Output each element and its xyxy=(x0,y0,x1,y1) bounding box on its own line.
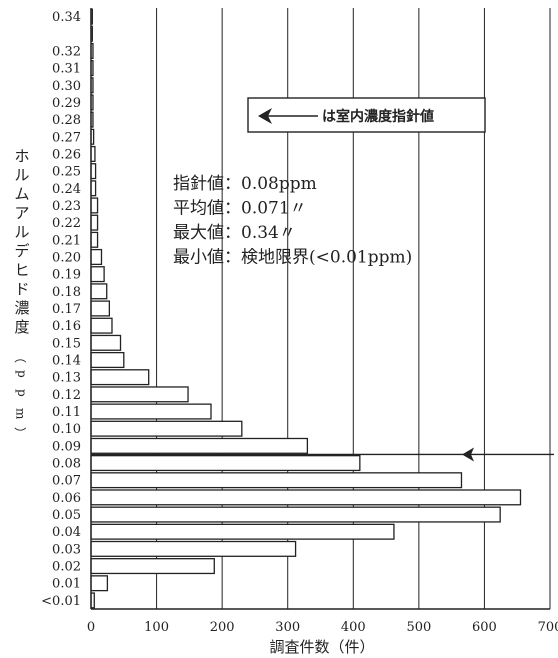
axes xyxy=(90,8,550,610)
bar-0.17 xyxy=(90,300,111,317)
x-tick-label: 300 xyxy=(275,620,300,635)
legend-box: は室内濃度指針値 xyxy=(247,97,486,133)
bar-0.18 xyxy=(90,283,108,300)
stat-line: 最小値：検地限界(<0.01ppm) xyxy=(173,248,412,268)
legend-arrow-icon xyxy=(258,108,272,124)
y-tick-label: 0.21 xyxy=(52,233,81,248)
y-tick-label: 0.20 xyxy=(52,250,81,265)
x-tick-label: 100 xyxy=(144,620,169,635)
y-tick-label: 0.18 xyxy=(52,285,81,300)
bar-0.07 xyxy=(90,472,463,489)
bar-0.22 xyxy=(90,214,99,231)
bar-0.21 xyxy=(90,231,99,248)
x-tick-label: 0 xyxy=(87,620,95,635)
legend-frame xyxy=(247,97,486,133)
stat-line: 指針値：0.08ppm xyxy=(173,174,317,194)
bar-0.13 xyxy=(90,369,150,386)
y-axis-title: ホルムアルデヒド濃度（ p p m） xyxy=(13,147,30,439)
bar-0.03 xyxy=(90,540,297,557)
x-tick-label: 600 xyxy=(472,620,497,635)
bar-0.09 xyxy=(90,437,309,454)
legend-text: は室内濃度指針値 xyxy=(322,108,434,125)
x-tick-label: 200 xyxy=(210,620,235,635)
y-tick-label: 0.29 xyxy=(52,96,81,111)
x-axis-title: 調査件数（件） xyxy=(269,638,374,656)
bar-0.06 xyxy=(90,489,522,506)
stat-line: 最大値：0.34〃 xyxy=(173,223,296,243)
y-tick-label: 0.06 xyxy=(52,491,81,506)
bar-0.14 xyxy=(90,351,125,369)
y-tick-label: 0.27 xyxy=(52,130,81,145)
y-tick-label: 0.32 xyxy=(52,44,81,59)
summary-stats: 指針値：0.08ppm 平均値：0.071〃最大値：0.34〃最小値：検地限界(<… xyxy=(173,174,412,268)
y-tick-label: 0.01 xyxy=(52,577,81,592)
y-tick-label: 0.10 xyxy=(52,422,81,437)
guideline-arrow-icon xyxy=(462,447,474,462)
y-tick-label: 0.13 xyxy=(52,371,81,386)
bar-0.04 xyxy=(90,523,395,540)
y-tick-label: 0.11 xyxy=(52,405,81,420)
y-tick-label: 0.17 xyxy=(52,302,81,317)
y-tick-label: 0.09 xyxy=(52,439,81,454)
y-tick-label: 0.25 xyxy=(52,165,81,180)
stat-line: 平均値：0.071〃 xyxy=(173,199,307,219)
y-tick-label: 0.31 xyxy=(52,62,81,77)
bar-0.15 xyxy=(90,334,122,351)
bar-0.11 xyxy=(90,403,212,420)
bar-0.16 xyxy=(90,317,113,334)
y-tick-label: 0.08 xyxy=(52,457,81,472)
bar-0.05 xyxy=(90,506,501,523)
y-tick-label: 0.16 xyxy=(52,319,81,334)
y-tick-label: 0.14 xyxy=(52,354,81,369)
bar-0.20 xyxy=(90,248,103,266)
guideline-marker xyxy=(91,447,554,462)
x-tick-labels: 0 100 200 300 400 500 600 700 xyxy=(87,620,558,635)
y-tick-label: 0.12 xyxy=(52,388,81,403)
y-tick-label: 0.07 xyxy=(52,474,81,489)
y-tick-label: 0.04 xyxy=(52,525,81,540)
y-tick-label: 0.30 xyxy=(52,79,81,94)
y-tick-label: 0.03 xyxy=(52,542,81,557)
bar-0.01 xyxy=(90,575,109,592)
bar-0.12 xyxy=(90,386,189,403)
y-tick-label: 0.34 xyxy=(52,10,81,25)
y-tick-label: 0.05 xyxy=(52,508,81,523)
y-tick-label: 0.23 xyxy=(52,199,81,214)
y-tick-label: 0.22 xyxy=(52,216,81,231)
bar-0.08 xyxy=(90,455,361,472)
bar-0.19 xyxy=(90,266,105,283)
y-tick-label: <0.01 xyxy=(41,594,81,609)
bar-0.10 xyxy=(90,420,243,437)
y-tick-label: 0.26 xyxy=(52,147,81,162)
y-tick-label: 0.02 xyxy=(52,560,81,575)
x-tick-label: 500 xyxy=(406,620,431,635)
y-tick-label: 0.15 xyxy=(52,336,81,351)
bars xyxy=(90,8,522,609)
x-tick-label: 400 xyxy=(341,620,366,635)
bar-0.02 xyxy=(90,558,215,575)
x-tick-label: 700 xyxy=(538,620,558,635)
y-tick-label: 0.28 xyxy=(52,113,81,128)
y-tick-label: 0.19 xyxy=(52,268,81,283)
bar-0.23 xyxy=(90,197,99,214)
y-tick-label: 0.24 xyxy=(52,182,81,197)
y-tick-labels: <0.01 0.01 0.02 0.03 0.04 0.05 0.06 0.07 0.08 0.0… xyxy=(41,10,81,609)
